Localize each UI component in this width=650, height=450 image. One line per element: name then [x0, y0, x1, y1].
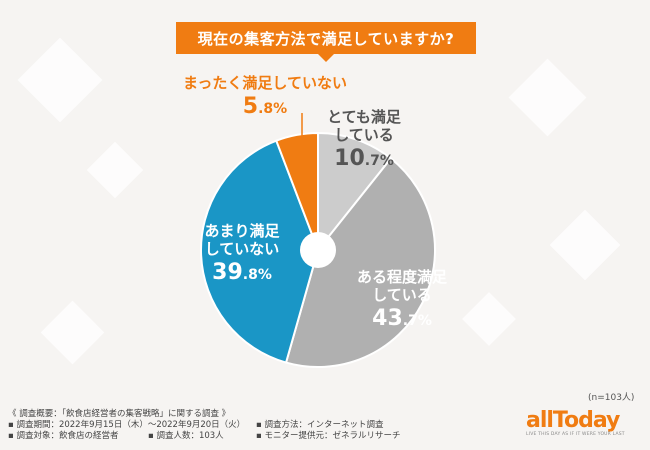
value-label-somewhat-satisfied: 43.7% — [372, 306, 432, 331]
survey-period: ▪ 調査期間：2022年9月15日（木）〜2022年9月20日（火） — [8, 420, 246, 430]
slice-very-satisfied — [317, 131, 393, 253]
survey-provider: ▪ モニター提供元：ゼネラルリサーチ — [256, 431, 401, 441]
label-somewhat-satisfied: ある程度満足 している 43.7% — [340, 268, 464, 332]
chart-title-pointer — [318, 54, 334, 62]
sample-size: (n=103人) — [588, 393, 635, 403]
label-very-satisfied: とても満足 している 10.7% — [314, 108, 414, 172]
label-not-satisfied-at-all: まったく満足していない 5.8% — [160, 74, 370, 120]
survey-overview: 《 調査概要：「飲食店経営者の集客戦略」に関する調査 》 ▪ 調査期間：2022… — [8, 409, 400, 442]
label-somewhat-satisfied-line-2: している — [372, 286, 432, 304]
survey-method: ▪ 調査方法：インターネット調査 — [256, 420, 384, 430]
label-not-very-satisfied-line-2: していない — [204, 240, 280, 258]
survey-target: ▪ 調査対象：飲食店の経営者 — [8, 431, 119, 441]
survey-summary: 《 調査概要：「飲食店経営者の集客戦略」に関する調査 》 — [8, 409, 231, 419]
center-hole — [300, 232, 336, 268]
value-label-not-very-satisfied: 39.8% — [212, 260, 272, 285]
label-very-satisfied-line-1: とても満足 — [327, 108, 401, 126]
slice-not-satisfied-at-all — [275, 131, 319, 251]
label-somewhat-satisfied-line-1: ある程度満足 — [356, 268, 447, 286]
value-label-not-satisfied-at-all: 5.8% — [242, 94, 288, 119]
slice-not-very-satisfied — [200, 139, 320, 364]
survey-row-2: ▪ 調査対象：飲食店の経営者 ▪ 調査人数：103人 ▪ モニター提供元：ゼネラ… — [8, 431, 400, 442]
chart-title: 現在の集客方法で満足していますか? — [176, 22, 476, 54]
label-not-very-satisfied: あまり満足 していない 39.8% — [186, 222, 298, 286]
value-label-very-satisfied: 10.7% — [334, 146, 394, 171]
survey-count: ▪ 調査人数：103人 — [148, 431, 224, 441]
label-not-satisfied-at-all-line-1: まったく満足していない — [183, 74, 347, 92]
logo-wordmark: allToday — [526, 408, 620, 433]
alltoday-logo: allToday LIVE THIS DAY AS IF IT WERE YOU… — [526, 410, 632, 444]
label-not-very-satisfied-line-1: あまり満足 — [204, 222, 280, 240]
label-very-satisfied-line-2: している — [334, 126, 394, 144]
survey-row-1: ▪ 調査期間：2022年9月15日（木）〜2022年9月20日（火） ▪ 調査方… — [8, 420, 400, 431]
logo-tagline: LIVE THIS DAY AS IF IT WERE YOUR LAST — [526, 432, 625, 437]
slice-somewhat-satisfied — [284, 157, 436, 368]
